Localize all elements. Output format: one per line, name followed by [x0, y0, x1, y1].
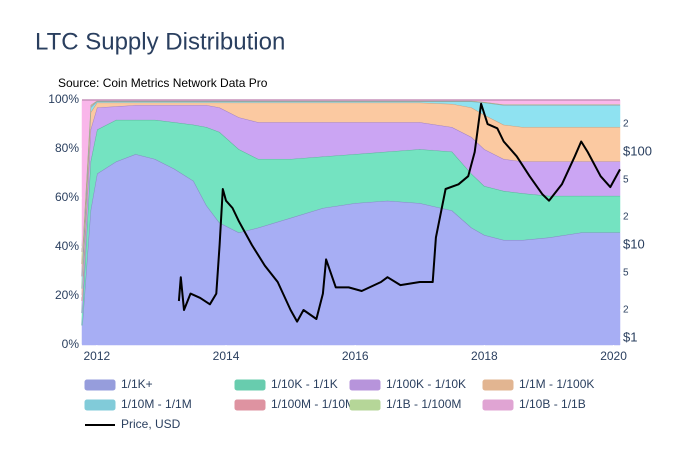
plot — [81, 99, 621, 346]
y2-tick-label: 5 — [623, 268, 629, 279]
legend-label: 1/1M - 1/100K — [519, 377, 594, 391]
y-tick-label: 20% — [55, 288, 79, 302]
legend-swatch — [234, 379, 266, 391]
legend-label: 1/100M - 1/10M — [271, 397, 355, 411]
legend-swatch — [84, 399, 116, 411]
legend-swatch — [84, 379, 116, 391]
y-tick-label: 80% — [55, 141, 79, 155]
legend-swatch — [234, 399, 266, 411]
y-tick-label: 40% — [55, 239, 79, 253]
x-tick-label: 2016 — [342, 349, 369, 363]
legend-label: 1/1K+ — [121, 377, 153, 391]
price-line — [177, 102, 621, 323]
y2-tick-label: $10 — [623, 236, 645, 251]
x-tick-label: 2014 — [213, 349, 240, 363]
legend-label: 1/100K - 1/10K — [386, 377, 466, 391]
y2-tick-label: 2 — [623, 305, 629, 316]
y-tick-label: 100% — [48, 92, 79, 106]
legend-swatch — [349, 379, 381, 391]
y2-tick-label: 2 — [623, 212, 629, 223]
legend-swatch — [482, 399, 514, 411]
x-tick-label: 2012 — [84, 349, 111, 363]
legend-swatch — [349, 399, 381, 411]
y2-tick-label: $1 — [623, 329, 637, 344]
legend-swatch — [482, 379, 514, 391]
y2-tick-label: 2 — [623, 119, 629, 130]
y2-tick-label: 5 — [623, 175, 629, 186]
legend-label: 1/10K - 1/1K — [271, 377, 338, 391]
legend-label: 1/1B - 1/100M — [386, 397, 461, 411]
legend-label: Price, USD — [121, 417, 181, 431]
x-tick-label: 2018 — [471, 349, 498, 363]
y2-tick-label: $100 — [623, 143, 652, 158]
chart-subtitle: Source: Coin Metrics Network Data Pro — [58, 76, 268, 90]
legend-label: 1/10M - 1/1M — [121, 397, 192, 411]
x-tick-label: 2020 — [600, 349, 627, 363]
legend-label: 1/10B - 1/1B — [519, 397, 586, 411]
chart-title: LTC Supply Distribution — [35, 28, 285, 55]
y-tick-label: 0% — [62, 337, 80, 351]
y-tick-label: 60% — [55, 190, 79, 204]
